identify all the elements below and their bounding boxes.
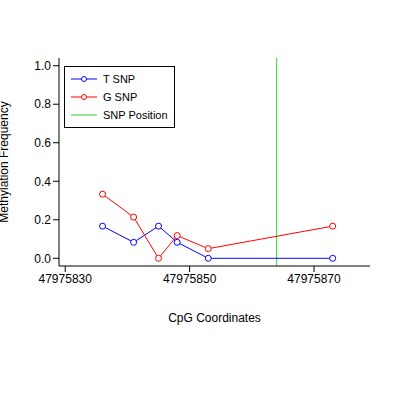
svg-text:0.2: 0.2 [34,213,51,227]
svg-text:0.4: 0.4 [34,175,51,189]
svg-text:1.0: 1.0 [34,59,51,73]
html-text:G SNP: G SNP [103,91,138,103]
svg-text:0.0: 0.0 [34,252,51,266]
svg-text:47975850: 47975850 [163,272,217,286]
svg-text:0.6: 0.6 [34,136,51,150]
svg-text:47975870: 47975870 [287,272,341,286]
svg-text:CpG Coordinates: CpG Coordinates [168,311,261,325]
html-text:SNP Position: SNP Position [103,109,168,121]
html-text:T SNP: T SNP [103,73,136,85]
svg-text:0.8: 0.8 [34,97,51,111]
svg-text:Methylation Frequency: Methylation Frequency [8,101,11,222]
svg-text:47975830: 47975830 [39,272,93,286]
